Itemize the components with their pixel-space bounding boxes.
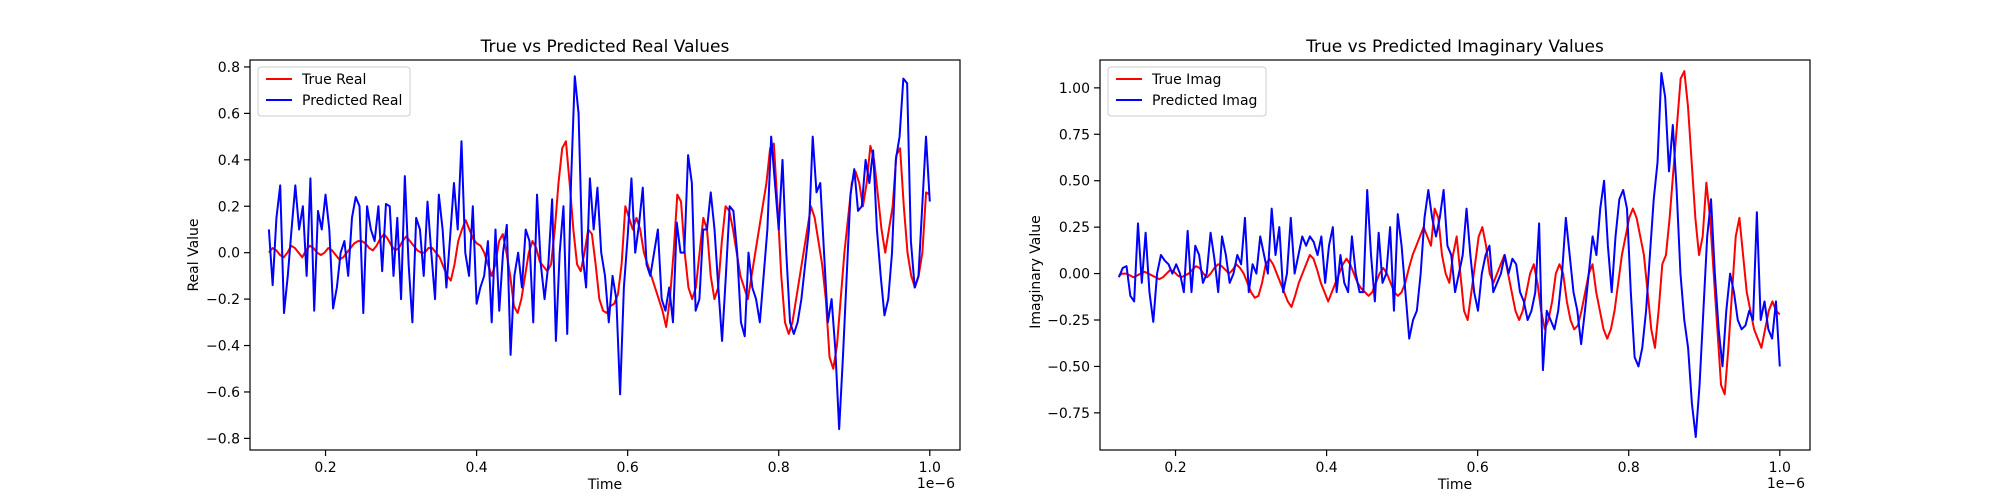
y-tick-label: 0.00 bbox=[1059, 267, 1090, 283]
legend-box bbox=[1107, 66, 1267, 117]
x-tick-label: 1.0 bbox=[1769, 460, 1791, 476]
series-line-true-real bbox=[268, 140, 931, 370]
chart-title: True vs Predicted Real Values bbox=[480, 37, 730, 57]
y-tick-label: 0.75 bbox=[1059, 127, 1090, 143]
legend-label-predicted-imag: Predicted Imag bbox=[1152, 93, 1257, 109]
y-tick-label: −0.25 bbox=[1047, 313, 1090, 329]
plot-area bbox=[267, 75, 931, 431]
y-tick-label: −0.2 bbox=[206, 292, 240, 308]
x-ticks: 0.2 0.4 0.6 0.8 1.0 bbox=[1164, 450, 1791, 476]
x-tick-label: 0.6 bbox=[1467, 460, 1489, 476]
legend: True Imag Predicted Imag bbox=[1107, 66, 1267, 117]
chart-title: True vs Predicted Imaginary Values bbox=[1305, 37, 1604, 57]
y-tick-label: 0.2 bbox=[218, 199, 240, 215]
x-tick-label: 0.8 bbox=[1618, 460, 1640, 476]
x-axis-label: Time bbox=[1437, 477, 1472, 493]
axes-frame bbox=[249, 59, 961, 451]
y-ticks: −0.8 −0.6 −0.4 −0.2 0.0 0.2 0.4 0.6 0.8 bbox=[206, 60, 250, 447]
y-ticks: −0.75 −0.50 −0.25 0.00 0.25 0.50 0.75 1.00 bbox=[1047, 81, 1100, 422]
series-lines bbox=[1117, 70, 1781, 438]
x-tick-label: 0.4 bbox=[1315, 460, 1337, 476]
y-axis-label: Real Value bbox=[186, 218, 202, 291]
series-line-predicted-real bbox=[267, 75, 931, 431]
plot-area bbox=[1117, 70, 1781, 438]
x-tick-label: 0.2 bbox=[1164, 460, 1186, 476]
axes-frame bbox=[1099, 59, 1811, 451]
imaginary-values-chart: True vs Predicted Imaginary Values Time … bbox=[1028, 37, 1811, 493]
legend: True Real Predicted Real bbox=[257, 66, 411, 117]
y-tick-label: 0.0 bbox=[218, 246, 240, 262]
y-tick-label: −0.6 bbox=[206, 385, 240, 401]
legend-label-true-real: True Real bbox=[301, 72, 366, 88]
y-tick-label: −0.4 bbox=[206, 339, 240, 355]
real-values-chart: True vs Predicted Real Values Time Real … bbox=[186, 37, 961, 493]
x-offset-label: 1e−6 bbox=[917, 476, 955, 492]
x-tick-label: 0.2 bbox=[314, 460, 336, 476]
y-tick-label: −0.8 bbox=[206, 431, 240, 447]
y-tick-label: 0.50 bbox=[1059, 174, 1090, 190]
x-axis-label: Time bbox=[587, 477, 622, 493]
x-tick-label: 0.4 bbox=[465, 460, 487, 476]
x-ticks: 0.2 0.4 0.6 0.8 1.0 bbox=[314, 450, 941, 476]
series-lines bbox=[267, 75, 931, 431]
y-tick-label: 0.4 bbox=[218, 153, 240, 169]
y-tick-label: −0.75 bbox=[1047, 406, 1090, 422]
y-tick-label: 0.25 bbox=[1059, 220, 1090, 236]
legend-box bbox=[257, 66, 411, 117]
x-offset-label: 1e−6 bbox=[1767, 476, 1805, 492]
y-tick-label: 0.8 bbox=[218, 60, 240, 76]
y-tick-label: −0.50 bbox=[1047, 359, 1090, 375]
y-tick-label: 1.00 bbox=[1059, 81, 1090, 97]
x-tick-label: 0.8 bbox=[768, 460, 790, 476]
legend-label-true-imag: True Imag bbox=[1151, 72, 1221, 88]
x-tick-label: 1.0 bbox=[919, 460, 941, 476]
y-axis-label: Imaginary Value bbox=[1028, 215, 1044, 329]
y-tick-label: 0.6 bbox=[218, 106, 240, 122]
series-line-predicted-imag bbox=[1117, 72, 1781, 438]
legend-label-predicted-real: Predicted Real bbox=[302, 93, 402, 109]
x-tick-label: 0.6 bbox=[617, 460, 639, 476]
